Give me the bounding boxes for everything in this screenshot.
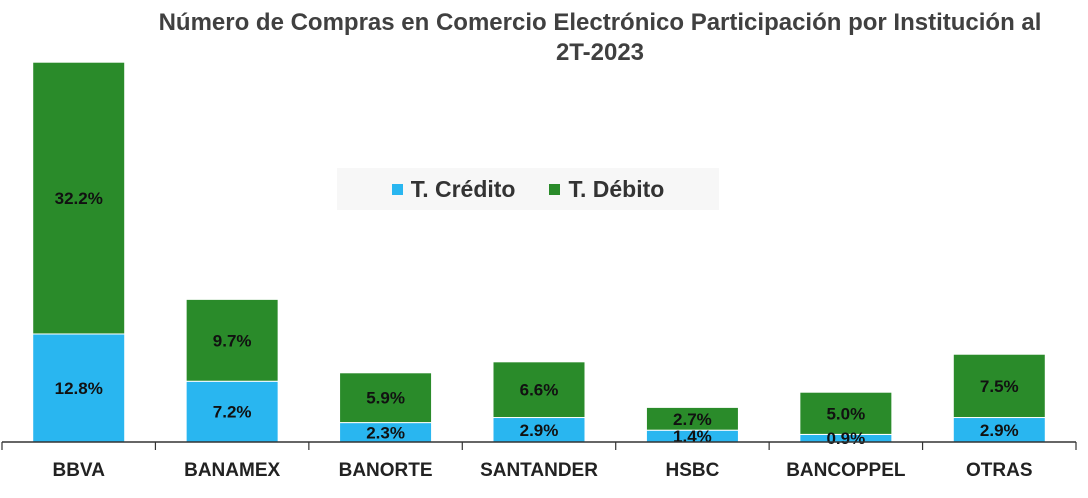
bar-debito-banamex xyxy=(185,298,279,382)
bar-debito-hsbc xyxy=(645,406,739,431)
x-tick-label-bancoppel: BANCOPPEL xyxy=(786,460,906,481)
data-label-credito-bbva: 12.8% xyxy=(55,379,103,398)
bar-debito-banorte xyxy=(339,372,433,424)
data-label-debito-hsbc: 2.7% xyxy=(673,410,712,429)
x-tick-label-banamex: BANAMEX xyxy=(184,460,280,481)
x-tick-label-banorte: BANORTE xyxy=(339,460,433,481)
bar-debito-otras xyxy=(952,353,1046,419)
x-tick-label-otras: OTRAS xyxy=(966,460,1033,481)
bar-credito-banamex xyxy=(185,380,279,443)
data-label-credito-bancoppel: 0.9% xyxy=(826,429,865,448)
bar-debito-bancoppel xyxy=(799,391,893,435)
x-axis: BBVA BANAMEX BANORTE SANTANDER HSBC BANCOPPEL… xyxy=(1,441,1077,481)
data-label-credito-banamex: 7.2% xyxy=(213,403,252,422)
legend: T. Crédito T. Débito xyxy=(337,168,719,210)
legend-label-debito: T. Débito xyxy=(568,175,665,202)
bars-layer xyxy=(32,61,1046,443)
legend-swatch-credito xyxy=(391,183,403,195)
data-label-credito-banorte: 2.3% xyxy=(366,423,405,442)
segment-labels-layer: 12.8%32.2%7.2%9.7%2.3%5.9%2.9%6.6%1.4%2.… xyxy=(55,189,1019,448)
x-tick-label-hsbc: HSBC xyxy=(666,460,720,481)
data-label-debito-otras: 7.5% xyxy=(980,377,1019,396)
bar-debito-santander xyxy=(492,361,586,419)
legend-item-debito: T. Débito xyxy=(549,176,664,203)
data-label-debito-bbva: 32.2% xyxy=(55,189,103,208)
data-label-debito-banorte: 5.9% xyxy=(366,389,405,408)
x-tick-label-santander: SANTANDER xyxy=(480,460,598,481)
data-label-debito-santander: 6.6% xyxy=(520,381,559,400)
data-label-credito-santander: 2.9% xyxy=(520,421,559,440)
legend-item-credito: T. Crédito xyxy=(391,175,516,203)
data-label-credito-otras: 2.9% xyxy=(980,421,1019,440)
bar-debito-bbva xyxy=(32,61,126,335)
data-label-debito-banamex: 9.7% xyxy=(213,331,252,350)
data-label-credito-hsbc: 1.4% xyxy=(673,427,712,446)
data-label-debito-bancoppel: 5.0% xyxy=(826,404,865,423)
legend-label-credito: T. Crédito xyxy=(410,175,516,202)
legend-swatch-debito xyxy=(549,183,561,195)
chart-title: Número de Compras en Comercio Electrónic… xyxy=(158,9,1042,66)
bar-credito-otras xyxy=(952,417,1046,443)
x-tick-label-bbva: BBVA xyxy=(52,460,105,481)
